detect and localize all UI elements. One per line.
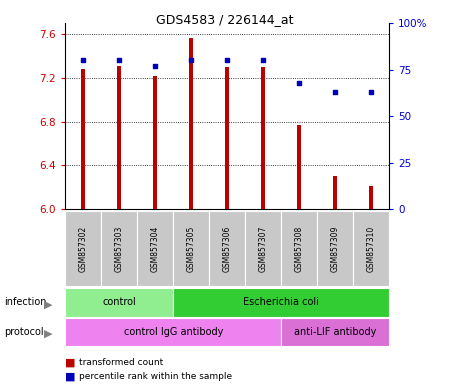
Point — [80, 57, 87, 63]
Point — [332, 89, 339, 95]
Bar — [261, 67, 266, 209]
Text: ■: ■ — [65, 371, 76, 381]
Bar — [81, 69, 86, 209]
Text: ■: ■ — [65, 358, 76, 368]
Text: control: control — [103, 297, 136, 308]
Text: Escherichia coli: Escherichia coli — [243, 297, 319, 308]
Text: GDS4583 / 226144_at: GDS4583 / 226144_at — [156, 13, 294, 26]
Text: anti-LIF antibody: anti-LIF antibody — [294, 327, 377, 337]
Text: GSM857303: GSM857303 — [115, 225, 124, 272]
Point — [260, 57, 267, 63]
Text: GSM857304: GSM857304 — [151, 225, 160, 272]
Point — [368, 89, 375, 95]
Point — [152, 63, 159, 69]
Text: GSM857310: GSM857310 — [367, 225, 376, 272]
Bar — [189, 38, 194, 209]
Text: infection: infection — [4, 297, 47, 308]
Text: GSM857309: GSM857309 — [331, 225, 340, 272]
Text: GSM857305: GSM857305 — [187, 225, 196, 272]
Text: GSM857307: GSM857307 — [259, 225, 268, 272]
Text: GSM857302: GSM857302 — [79, 225, 88, 272]
Point — [116, 57, 123, 63]
Text: percentile rank within the sample: percentile rank within the sample — [79, 372, 232, 381]
Bar — [333, 176, 338, 209]
Bar — [117, 66, 122, 209]
Bar — [369, 186, 374, 209]
Point — [188, 57, 195, 63]
Text: transformed count: transformed count — [79, 358, 163, 367]
Text: GSM857308: GSM857308 — [295, 225, 304, 272]
Text: ▶: ▶ — [44, 299, 52, 310]
Bar — [153, 76, 157, 209]
Point — [296, 79, 303, 86]
Point — [224, 57, 231, 63]
Bar — [297, 125, 302, 209]
Text: ▶: ▶ — [44, 329, 52, 339]
Text: GSM857306: GSM857306 — [223, 225, 232, 272]
Text: protocol: protocol — [4, 327, 44, 337]
Bar — [225, 67, 230, 209]
Text: control IgG antibody: control IgG antibody — [124, 327, 223, 337]
